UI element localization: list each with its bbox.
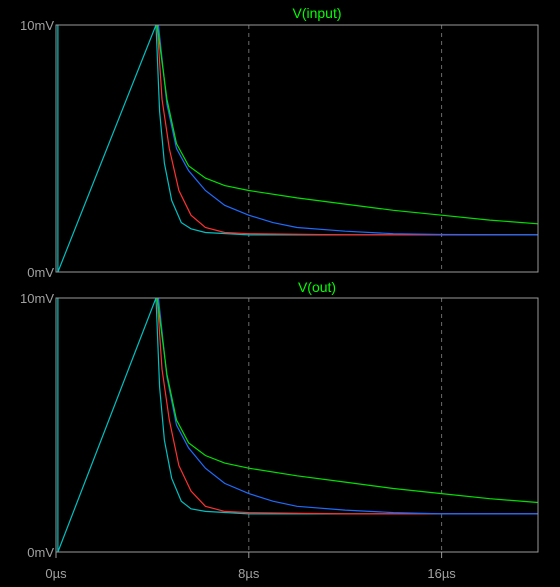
y-tick-label-top: 10mV xyxy=(20,291,54,306)
plot-title: V(out) xyxy=(298,279,336,295)
y-tick-label-bottom: 0mV xyxy=(27,545,54,560)
y-tick-label-bottom: 0mV xyxy=(27,265,54,280)
series-line-4 xyxy=(156,25,538,225)
plot-title: V(input) xyxy=(292,5,341,21)
series-line-3 xyxy=(157,298,538,515)
series-line-4 xyxy=(156,298,538,504)
pane-2: V(out) 10mV 0mV 0µs 8µs 16µs xyxy=(20,279,539,581)
x-tick-label: 0µs xyxy=(45,566,67,581)
series-line-2 xyxy=(156,298,538,515)
plot-frame xyxy=(55,297,539,553)
series-group xyxy=(57,25,538,272)
x-tick-label: 16µs xyxy=(427,566,456,581)
x-tick-label: 8µs xyxy=(238,566,260,581)
pane-1: V(input) 10mV 0mV xyxy=(20,5,539,280)
series-line-2 xyxy=(156,25,538,236)
plot-frame xyxy=(55,24,539,273)
y-tick-label-top: 10mV xyxy=(20,18,54,33)
series-line-3 xyxy=(157,25,538,236)
series-group xyxy=(57,298,538,552)
